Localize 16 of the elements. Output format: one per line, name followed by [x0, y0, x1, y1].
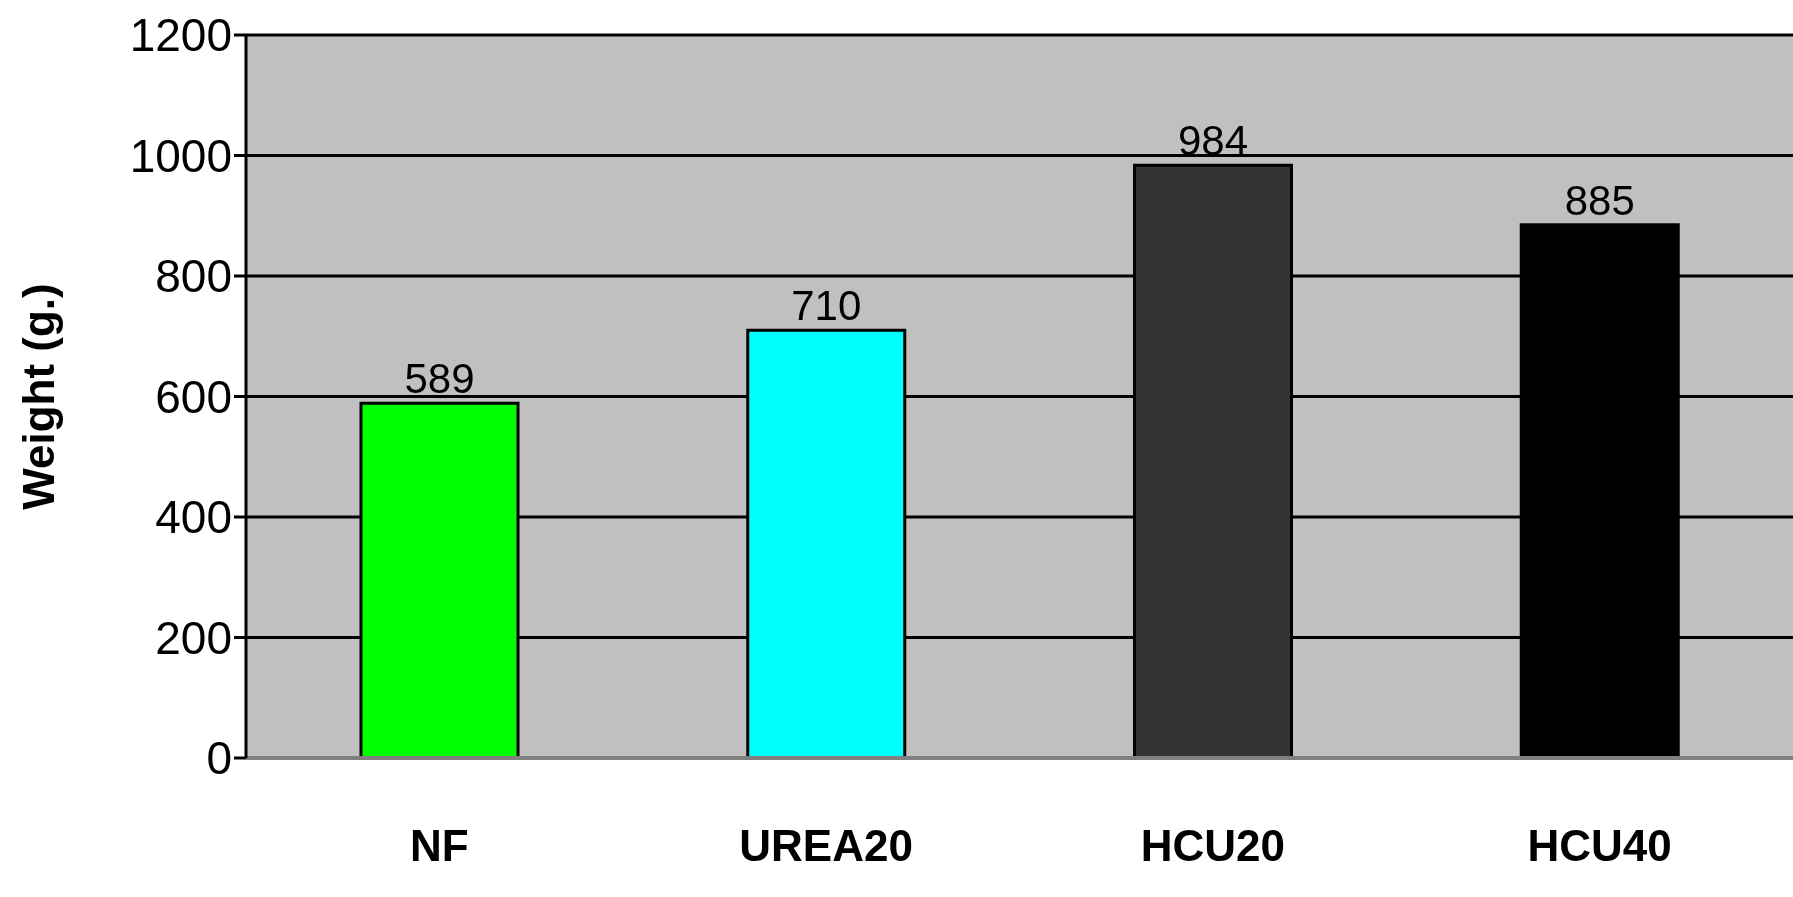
data-label: 984: [1177, 117, 1249, 165]
data-label: 589: [404, 355, 475, 403]
y-tick-label: 1200: [129, 9, 232, 62]
x-tick-label: HCU20: [1140, 821, 1286, 870]
x-tick-label: NF: [410, 821, 469, 870]
y-tick-label: 800: [155, 250, 232, 303]
y-tick-label: 200: [155, 611, 232, 664]
data-label: 885: [1564, 176, 1635, 224]
y-tick-label: 1000: [129, 129, 232, 182]
y-tick-label: 400: [155, 491, 232, 544]
y-tick-label: 600: [155, 370, 232, 423]
y-tick-label: 0: [206, 732, 232, 785]
data-label: 710: [791, 282, 862, 330]
x-tick-label: HCU40: [1527, 821, 1672, 870]
y-axis-title: Weight (g.): [13, 283, 63, 510]
x-tick-label: UREA20: [739, 821, 913, 870]
